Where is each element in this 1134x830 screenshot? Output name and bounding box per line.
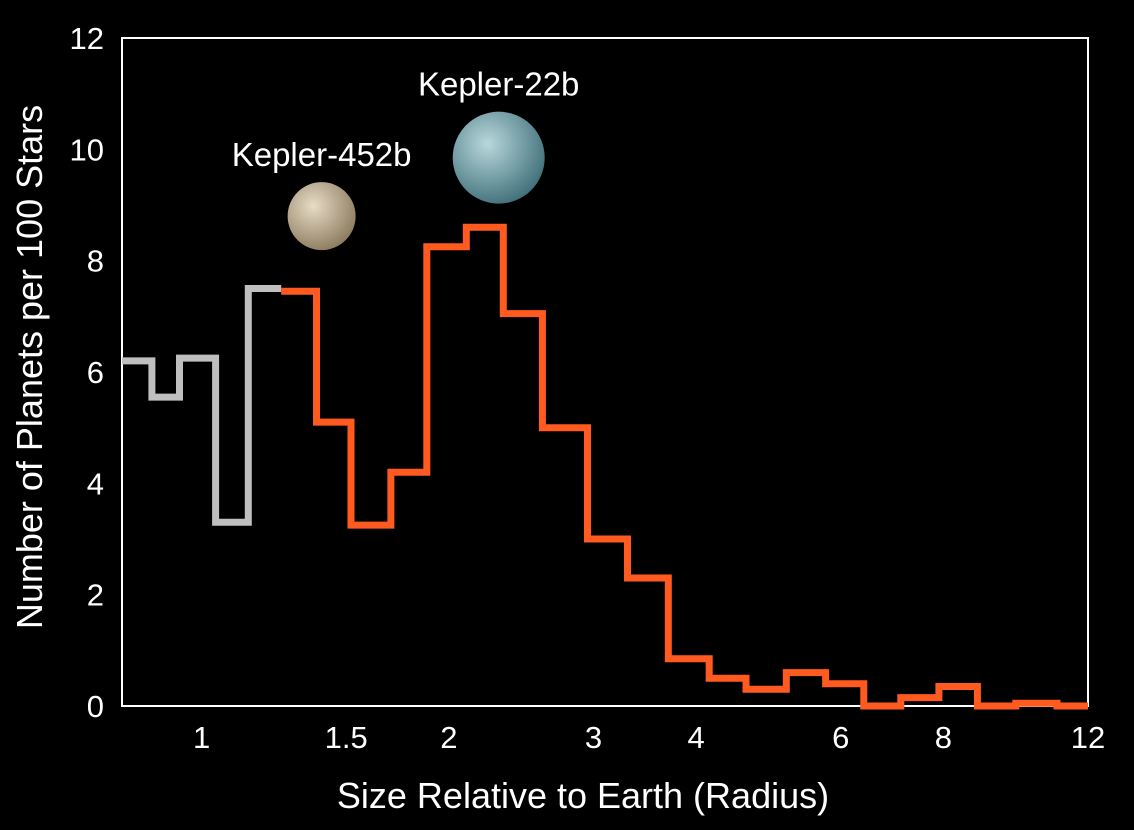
x-tick-label: 3	[585, 720, 602, 755]
series-line	[122, 285, 282, 526]
planet-label: Kepler-22b	[418, 66, 579, 103]
x-tick-label: 8	[935, 720, 952, 755]
x-tick-label: 1.5	[325, 720, 368, 755]
series-line	[281, 223, 1088, 710]
planet-label: Kepler-452b	[232, 136, 412, 173]
planet-image-kepler-452b	[287, 182, 356, 251]
y-axis-title: Number of Planets per 100 Stars	[9, 105, 50, 629]
y-tick-label: 4	[87, 466, 104, 501]
planet-image-kepler-22b	[452, 111, 545, 204]
y-tick-label: 12	[70, 21, 104, 56]
y-tick-label: 10	[70, 132, 104, 167]
y-tick-label: 0	[87, 689, 104, 724]
y-tick-label: 2	[87, 578, 104, 613]
series-0	[122, 285, 282, 526]
x-axis-title: Size Relative to Earth (Radius)	[337, 775, 829, 816]
y-tick-label: 6	[87, 355, 104, 390]
series-layer	[122, 223, 1088, 710]
x-axis-ticks: 1 1.5 2 3 4 6 8 12	[193, 720, 1105, 755]
x-tick-label: 12	[1071, 720, 1105, 755]
x-tick-label: 1	[193, 720, 210, 755]
y-tick-label: 8	[87, 244, 104, 279]
x-tick-label: 6	[832, 720, 849, 755]
x-tick-label: 2	[440, 720, 457, 755]
x-tick-label: 4	[687, 720, 704, 755]
plot-frame	[121, 37, 1089, 707]
series-1	[281, 223, 1088, 710]
y-axis-ticks: 0 2 4 6 8 10 12	[70, 21, 104, 724]
